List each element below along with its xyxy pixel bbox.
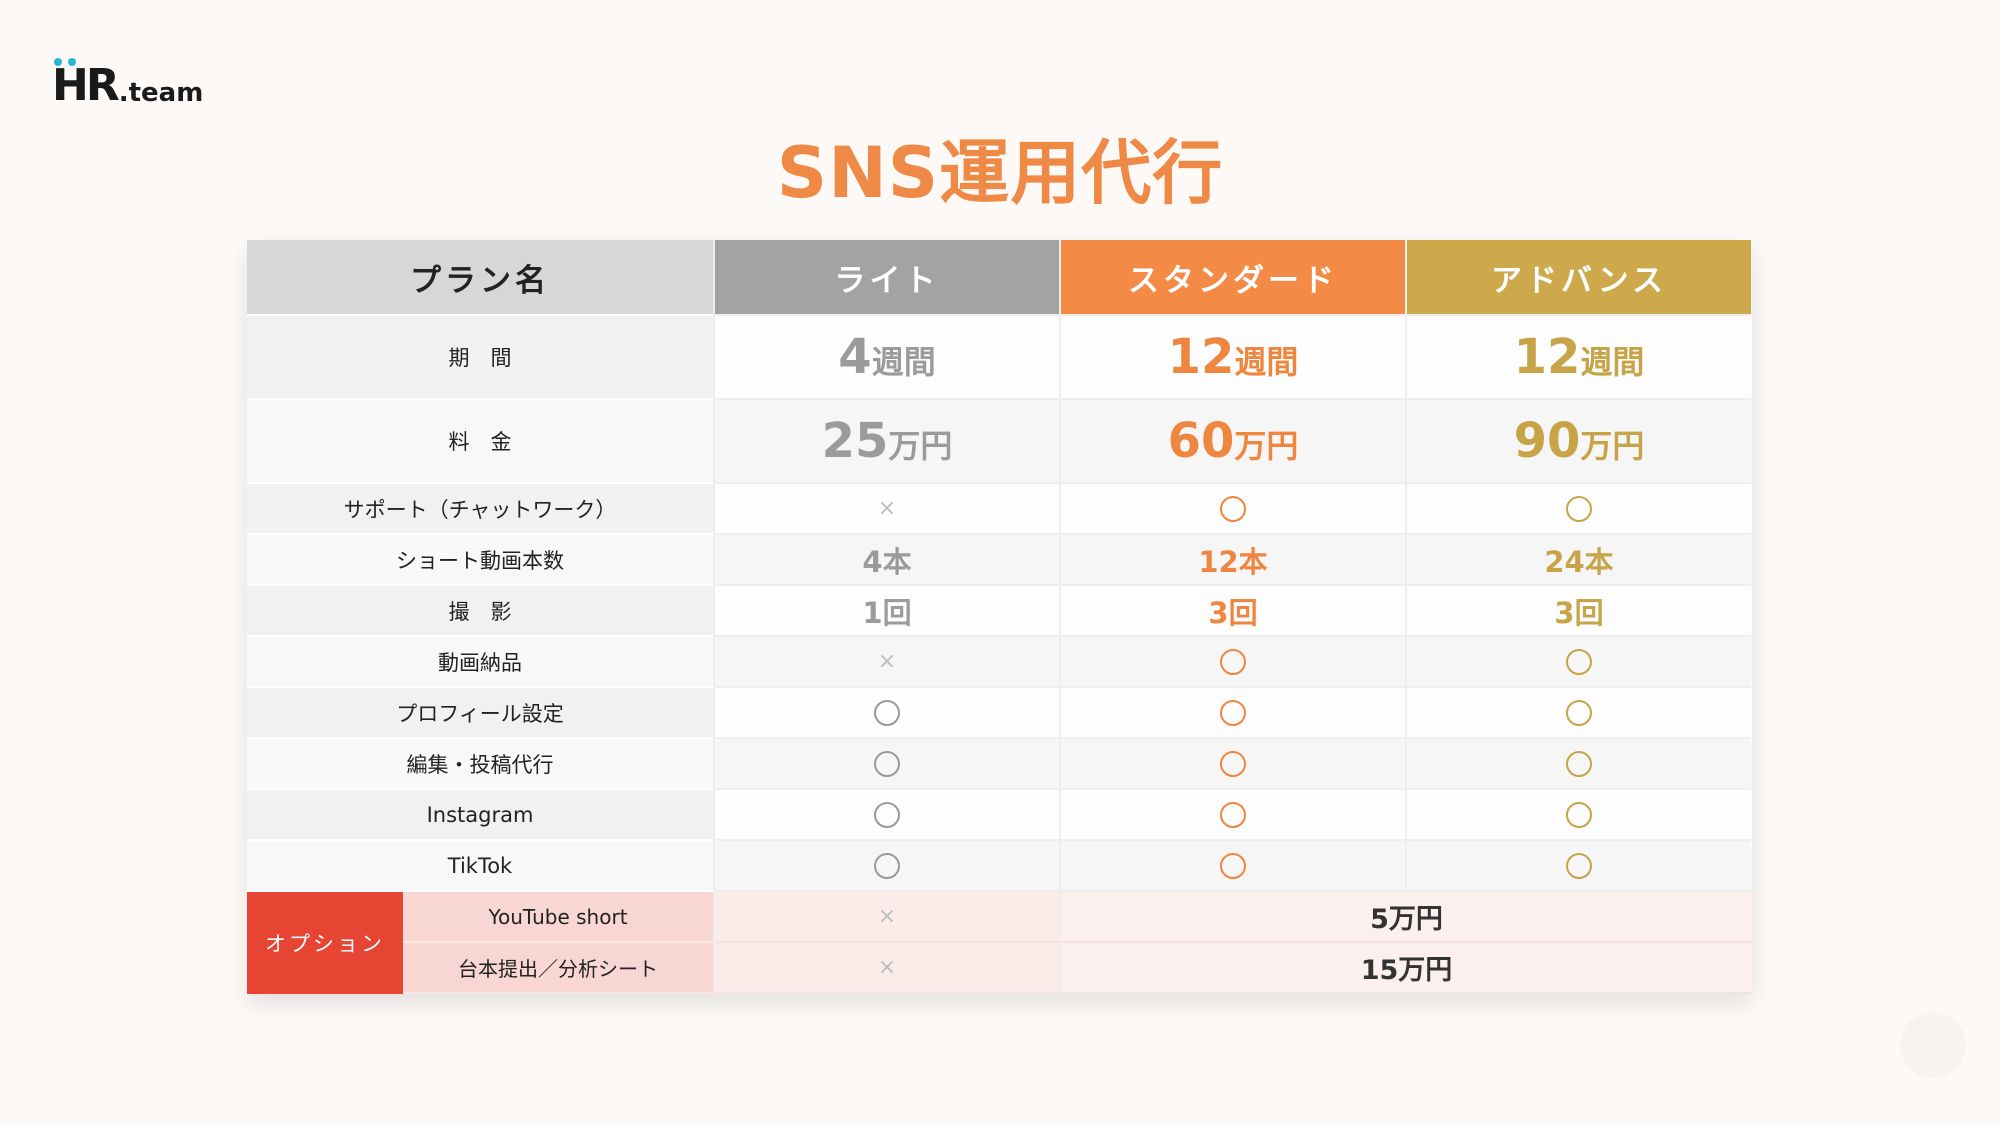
plan-name-header: プラン名 — [247, 240, 713, 316]
table-header-row: プラン名 ライト スタンダード アドバンス — [247, 240, 1752, 316]
cross-icon: × — [877, 649, 897, 674]
row-label: 撮 影 — [247, 586, 713, 637]
table-row: 編集・投稿代行 — [247, 739, 1752, 790]
decorative-circle — [1900, 1012, 1966, 1078]
plan-lite-header: ライト — [713, 240, 1059, 316]
cross-icon: × — [877, 496, 897, 521]
period-label: 期 間 — [247, 316, 713, 400]
circle-icon — [874, 699, 900, 726]
circle-icon — [1566, 801, 1592, 828]
period-row: 期 間 4週間 12週間 12週間 — [247, 316, 1752, 400]
circle-icon — [1566, 852, 1592, 879]
row-label: TikTok — [247, 841, 713, 892]
row-label: サポート（チャットワーク） — [247, 484, 713, 535]
circle-icon — [874, 750, 900, 777]
logo-suffix: .team — [118, 78, 204, 108]
row-label: ショート動画本数 — [247, 535, 713, 586]
table-row: プロフィール設定 — [247, 688, 1752, 739]
circle-icon — [874, 801, 900, 828]
price-standard: 60万円 — [1167, 413, 1299, 469]
price-lite: 25万円 — [821, 413, 953, 469]
option-script-label: 台本提出／分析シート — [403, 943, 713, 994]
table-row: 撮 影 1回 3回 3回 — [247, 586, 1752, 637]
circle-icon — [1566, 699, 1592, 726]
circle-icon — [1220, 852, 1246, 879]
circle-icon — [1220, 648, 1246, 675]
hr-team-logo: HR .team — [52, 58, 203, 108]
price-label: 料 金 — [247, 400, 713, 484]
cross-icon: × — [877, 955, 897, 980]
period-lite: 4週間 — [838, 329, 936, 385]
circle-icon — [874, 852, 900, 879]
cross-icon: × — [877, 904, 897, 929]
option-script-price: 15万円 — [1059, 943, 1752, 994]
circle-icon — [1220, 699, 1246, 726]
table-row: 動画納品 × — [247, 637, 1752, 688]
circle-icon — [1220, 750, 1246, 777]
plan-standard-header: スタンダード — [1059, 240, 1405, 316]
options-section: オプション YouTube short × 5万円 台本提出／分析シート × 1… — [247, 892, 1752, 994]
option-youtube-price: 5万円 — [1059, 892, 1752, 943]
logo-mark: HR — [52, 58, 120, 111]
circle-icon — [1220, 801, 1246, 828]
row-value: 24本 — [1544, 544, 1614, 579]
circle-icon — [1220, 495, 1246, 522]
row-value: 12本 — [1198, 544, 1268, 579]
feature-rows: サポート（チャットワーク） × ショート動画本数 4本 12本 24本撮 影 1回 3回 3回動… — [247, 484, 1752, 892]
row-label: 動画納品 — [247, 637, 713, 688]
table-row: Instagram — [247, 790, 1752, 841]
period-standard: 12週間 — [1167, 329, 1299, 385]
plan-comparison-table: プラン名 ライト スタンダード アドバンス 期 間 4週間 12週間 12週間 … — [247, 240, 1752, 994]
table-row: ショート動画本数 4本 12本 24本 — [247, 535, 1752, 586]
row-label: Instagram — [247, 790, 713, 841]
option-youtube-label: YouTube short — [403, 892, 713, 943]
page-title: SNS運用代行 — [776, 132, 1224, 214]
row-value: 3回 — [1554, 595, 1604, 630]
logo-dot — [54, 58, 62, 66]
row-value: 1回 — [862, 595, 912, 630]
price-advance: 90万円 — [1513, 413, 1645, 469]
logo-dot — [68, 58, 76, 66]
price-row: 料 金 25万円 60万円 90万円 — [247, 400, 1752, 484]
row-label: 編集・投稿代行 — [247, 739, 713, 790]
row-value: 3回 — [1208, 595, 1258, 630]
circle-icon — [1566, 495, 1592, 522]
circle-icon — [1566, 648, 1592, 675]
table-row: TikTok — [247, 841, 1752, 892]
row-value: 4本 — [862, 544, 912, 579]
option-row-script: 台本提出／分析シート × 15万円 — [403, 943, 1752, 994]
table-row: サポート（チャットワーク） × — [247, 484, 1752, 535]
plan-advance-header: アドバンス — [1405, 240, 1751, 316]
row-label: プロフィール設定 — [247, 688, 713, 739]
option-row-youtube: YouTube short × 5万円 — [403, 892, 1752, 943]
period-advance: 12週間 — [1513, 329, 1645, 385]
options-label: オプション — [247, 892, 403, 994]
circle-icon — [1566, 750, 1592, 777]
